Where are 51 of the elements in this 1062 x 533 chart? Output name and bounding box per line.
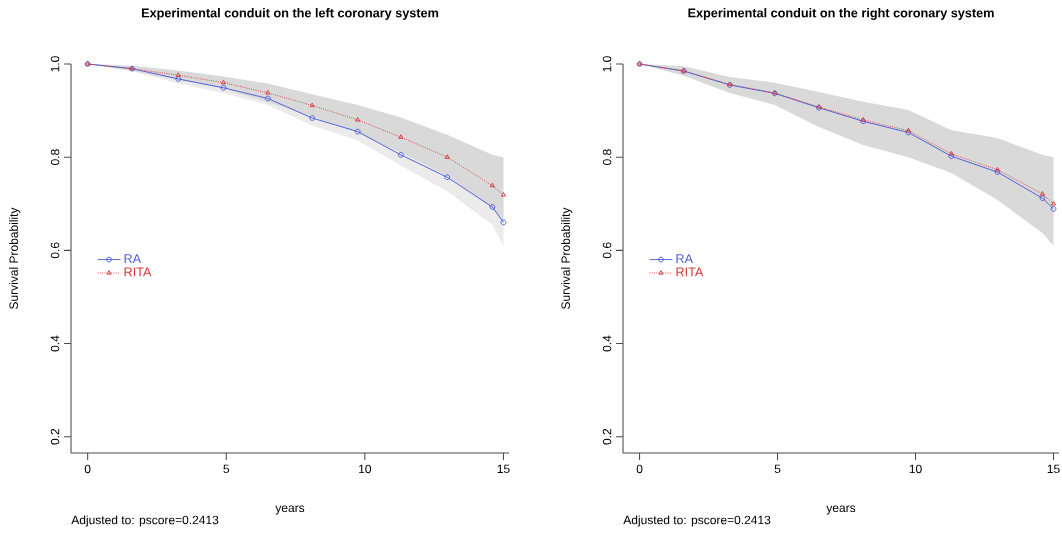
legend-label: RITA [676,267,704,277]
legend-label: RA [676,254,694,263]
legend-label: RA [124,254,142,263]
chart-title: Experimental conduit on the right coronary system [688,8,994,20]
point [1039,195,1046,202]
point [444,174,451,181]
point [220,84,227,91]
point [444,154,450,159]
point [398,134,404,139]
x-tick-label: 5 [774,464,781,474]
point [265,90,271,95]
x-tick-label: 5 [223,464,230,474]
point [220,79,227,85]
chart-title: Experimental conduit on the left coronary system [142,8,439,20]
x-tick-label: 10 [359,464,372,474]
y-tick-label: 0.6 [50,242,60,259]
y-tick-label: 1.0 [50,56,60,72]
y-tick-label: 0.6 [602,242,612,259]
x-axis-title: years [275,505,305,515]
point [1050,200,1057,206]
y-tick-label: 0.4 [602,335,612,352]
text: Adjusted to: pscore=0.2413 [71,515,219,527]
x-tick-label: 0 [636,464,643,474]
x-tick-label: 0 [84,464,91,474]
y-tick-label: 0.2 [50,428,60,445]
point [355,117,361,122]
y-tick-label: 0.8 [50,149,60,166]
point [309,102,315,108]
y-tick-label: 0.8 [602,149,612,166]
point [500,192,507,197]
point [354,128,361,135]
point [489,204,496,210]
y-tick-label: 0.2 [602,428,612,445]
point [264,95,271,102]
legend-label: RITA [124,267,152,277]
point [175,72,181,77]
point [948,151,954,156]
point [398,151,404,158]
x-tick-label: 15 [1047,464,1060,474]
y-axis-title: Survival Probability [9,207,21,309]
y-tick-label: 0.4 [50,335,60,352]
point [309,115,316,121]
point [175,76,182,82]
y-axis-title: Survival Probability [561,207,573,309]
x-tick-label: 10 [909,464,922,474]
x-axis-title: years [826,505,856,515]
text: Adjusted to: pscore=0.2413 [623,515,771,527]
x-tick-label: 15 [497,464,510,474]
point [489,182,495,188]
point [1039,191,1046,196]
y-tick-label: 1.0 [602,56,612,72]
